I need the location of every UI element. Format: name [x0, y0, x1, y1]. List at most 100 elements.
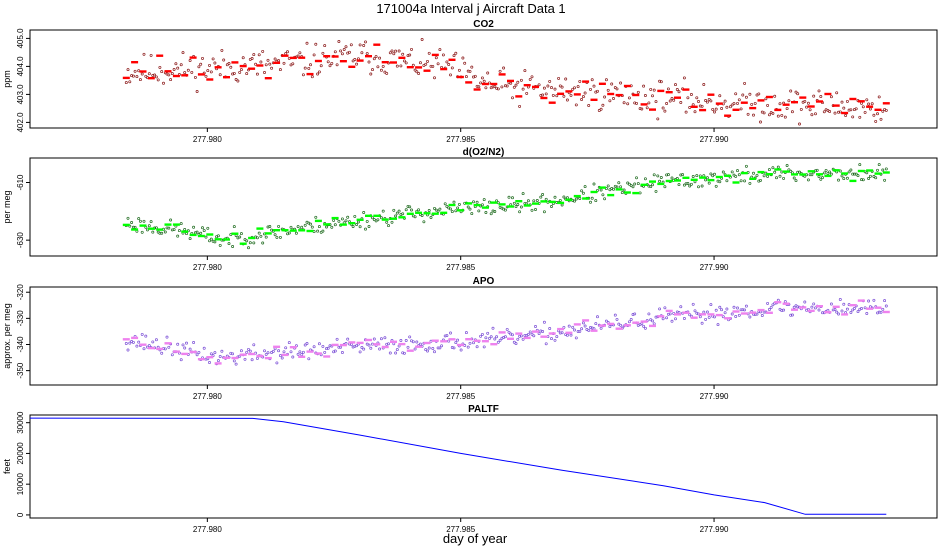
data-point: [149, 53, 153, 57]
data-point: [670, 97, 674, 100]
data-point: [163, 230, 167, 234]
data-point: [713, 110, 716, 114]
data-point: [771, 111, 775, 115]
data-point: [289, 225, 293, 229]
data-point: [534, 208, 537, 211]
data-point: [642, 324, 646, 328]
data-point: [401, 52, 405, 56]
data-point: [147, 224, 151, 228]
x-tick-label: 277.990: [700, 263, 729, 272]
data-point: [790, 313, 794, 317]
data-point: [532, 334, 536, 338]
data-point: [160, 70, 164, 74]
data-point: [741, 93, 745, 97]
data-point: [172, 68, 176, 71]
data-point: [704, 317, 708, 321]
data-point: [771, 303, 775, 307]
data-point: [822, 171, 826, 175]
data-point: [209, 70, 213, 74]
data-point: [789, 89, 793, 93]
data-point: [725, 307, 729, 311]
data-point: [528, 77, 532, 81]
data-point: [333, 349, 337, 353]
data-point: [656, 117, 660, 121]
data-point: [541, 193, 545, 196]
data-point: [766, 301, 770, 305]
data-point: [659, 176, 663, 179]
data-point: [247, 246, 250, 250]
data-point: [817, 308, 821, 312]
data-point: [670, 319, 674, 323]
data-point: [473, 74, 477, 78]
data-point: [151, 340, 155, 344]
data-point: [666, 173, 670, 177]
data-point: [496, 340, 500, 344]
y-tick-label: 20000: [16, 442, 25, 465]
data-point: [406, 345, 410, 349]
data-point: [743, 179, 747, 183]
data-point: [482, 345, 486, 349]
data-point: [523, 69, 527, 73]
data-point: [589, 87, 592, 91]
data-point: [643, 94, 647, 97]
data-point: [303, 223, 307, 227]
data-point: [128, 341, 132, 345]
data-point: [371, 68, 374, 72]
data-point: [170, 353, 174, 357]
data-point: [488, 200, 491, 204]
x-tick-label: 277.990: [700, 525, 729, 534]
data-point: [192, 225, 196, 229]
data-point: [560, 85, 564, 89]
plot-frame: [29, 286, 938, 386]
data-point: [147, 72, 151, 76]
data-point: [321, 51, 325, 55]
data-point: [142, 219, 146, 223]
x-tick-label: 277.980: [193, 135, 222, 144]
data-point: [261, 49, 265, 53]
data-point: [369, 346, 373, 350]
panel-title: d(O2/N2): [463, 147, 505, 158]
data-point: [454, 209, 458, 213]
data-point: [755, 173, 759, 177]
data-point: [808, 108, 812, 112]
data-point: [702, 83, 706, 86]
plot-frame: [29, 29, 938, 129]
data-point: [707, 181, 711, 185]
y-tick-label: -330: [16, 310, 25, 327]
data-point: [847, 108, 851, 112]
data-point: [199, 62, 203, 66]
data-point: [142, 347, 146, 351]
data-point: [840, 309, 844, 313]
data-point: [633, 182, 637, 186]
data-point: [578, 329, 582, 333]
data-point: [505, 327, 509, 331]
data-point: [176, 234, 180, 238]
data-point: [537, 83, 541, 87]
data-point: [693, 309, 697, 313]
data-point: [140, 72, 144, 76]
data-point: [592, 84, 596, 88]
data-point: [291, 355, 295, 359]
data-point: [456, 206, 460, 210]
data-point: [183, 71, 187, 75]
data-point: [686, 182, 690, 185]
data-point: [434, 56, 438, 60]
data-point: [564, 77, 568, 81]
data-point: [227, 62, 231, 65]
data-point: [592, 327, 596, 331]
data-point: [402, 59, 406, 63]
data-point: [149, 220, 153, 224]
data-point: [651, 319, 654, 323]
data-point: [204, 74, 208, 78]
data-point: [463, 61, 467, 65]
data-point: [619, 323, 623, 327]
data-point: [452, 54, 456, 58]
data-point: [658, 179, 662, 183]
data-point: [512, 201, 516, 205]
data-point: [503, 208, 507, 212]
data-point: [208, 63, 211, 67]
data-point: [550, 205, 553, 208]
data-point: [661, 317, 665, 321]
data-point: [252, 53, 256, 57]
data-point: [349, 43, 353, 47]
